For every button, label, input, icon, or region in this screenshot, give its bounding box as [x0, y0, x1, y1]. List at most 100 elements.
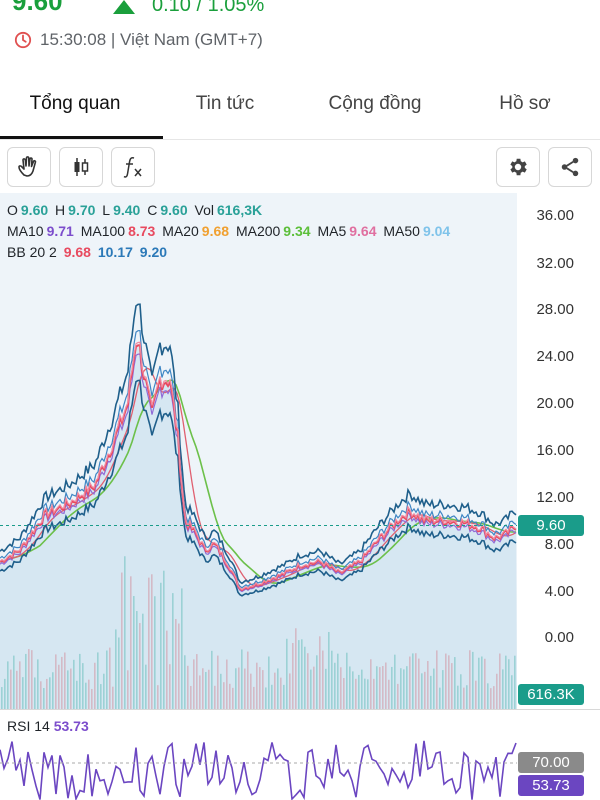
volume-bar [346, 652, 348, 709]
y-tick: 32.00 [536, 255, 574, 272]
rsi-canvas[interactable] [0, 710, 600, 800]
y-tick: 20.00 [536, 395, 574, 412]
volume-bar [415, 653, 417, 709]
volume-bar [322, 650, 324, 709]
volume-bar [16, 670, 18, 709]
chart-canvas[interactable] [0, 193, 600, 709]
low-label: L [102, 202, 111, 218]
volume-bar [463, 687, 465, 709]
volume-bar [481, 656, 483, 709]
volume-bar [136, 611, 138, 709]
tab-community[interactable]: Cộng đồng [328, 93, 422, 114]
ma50-value: 9.04 [422, 223, 451, 239]
timestamp-row: 15:30:08 | Việt Nam (GMT+7) [14, 30, 263, 50]
volume-bar [286, 638, 288, 709]
volume-bar [145, 664, 147, 709]
volume-bar [148, 577, 150, 709]
volume-bar [109, 647, 111, 709]
pan-tool-button[interactable] [7, 147, 51, 187]
volume-bar [430, 675, 432, 709]
volume-bar [112, 686, 114, 709]
ma200-label: MA200 [235, 223, 281, 239]
bb-lower-line [0, 379, 517, 597]
volume-bar [418, 658, 420, 709]
volume-bar [82, 663, 84, 709]
volume-bar [469, 650, 471, 709]
volume-bar [256, 662, 258, 709]
volume-bar [439, 687, 441, 709]
volume-bar [205, 671, 207, 709]
volume-bar [64, 652, 66, 709]
volume-bar [184, 655, 186, 709]
volume-bar [442, 670, 444, 709]
volume-bar [283, 684, 285, 709]
settings-button[interactable] [496, 147, 540, 187]
tab-news[interactable]: Tin tức [195, 93, 255, 114]
volume-bar [358, 674, 360, 709]
volume-bar [298, 640, 300, 709]
volume-bar [229, 683, 231, 709]
volume-bar [10, 669, 12, 709]
volume-bar [397, 683, 399, 709]
volume-bar [94, 662, 96, 709]
volume-bar [166, 630, 168, 709]
price-chart[interactable]: O 9.60 H 9.70 L 9.40 C 9.60 Vol 616,3K MA10 9.… [0, 193, 600, 800]
volume-bar [238, 667, 240, 709]
volume-bar [175, 618, 177, 709]
bb-upper-line [0, 303, 517, 585]
tab-profile[interactable]: Hồ sơ [499, 93, 551, 114]
volume-bar [19, 661, 21, 709]
high-value: 9.70 [68, 202, 96, 218]
volume-bar [172, 593, 174, 709]
gear-icon [510, 158, 527, 176]
volume-bar [379, 667, 381, 709]
rsi-panel[interactable]: RSI 14 53.73 70.00 53.73 [0, 709, 600, 800]
volume-bar [88, 679, 90, 709]
volume-bar [235, 668, 237, 709]
volume-bar [400, 668, 402, 709]
volume-bar [211, 650, 213, 709]
chart-plot-area[interactable] [0, 193, 517, 709]
volume-bar [46, 678, 48, 709]
active-tab-indicator [0, 136, 163, 140]
volume-bar [268, 656, 270, 709]
ohlc-legend: O 9.60 H 9.70 L 9.40 C 9.60 Vol 616,3K [7, 202, 265, 218]
volume-bar [370, 659, 372, 709]
tab-overview[interactable]: Tổng quan [29, 93, 121, 114]
rsi-line [0, 740, 517, 800]
volume-bar [199, 675, 201, 709]
volume-label: Vol [194, 202, 214, 218]
chart-type-button[interactable] [59, 147, 103, 187]
volume-bar [499, 653, 501, 709]
volume-bar [454, 657, 456, 709]
share-button[interactable] [548, 147, 592, 187]
volume-bar [349, 666, 351, 709]
volume-bar [58, 664, 60, 709]
volume-bar [226, 659, 228, 709]
volume-bar [7, 661, 9, 709]
indicators-button[interactable] [111, 147, 155, 187]
ma200-value: 9.34 [283, 223, 311, 239]
high-label: H [55, 202, 66, 218]
volume-bar [316, 655, 318, 709]
volume-bar [313, 666, 315, 709]
volume-bar [133, 596, 135, 709]
ma10-value: 9.71 [46, 223, 74, 239]
volume-bar [421, 673, 423, 709]
bb-middle-value: 9.68 [63, 244, 91, 260]
ma20-value: 9.68 [201, 223, 230, 239]
y-tick: 0.00 [544, 629, 574, 646]
volume-bar [118, 637, 120, 709]
volume-bar [475, 680, 477, 709]
volume-bar [40, 681, 42, 709]
volume-bar [13, 655, 15, 709]
function-fx-icon [123, 157, 142, 178]
rsi-legend: RSI 14 53.73 [7, 718, 89, 734]
volume-bar [202, 668, 204, 709]
volume-bar [208, 669, 210, 709]
last-price-tag: 9.60 [518, 515, 584, 536]
volume-bar [490, 688, 492, 709]
volume-bar [61, 656, 63, 709]
volume-bar [76, 680, 78, 709]
current-price: 9.60 [12, 0, 63, 16]
